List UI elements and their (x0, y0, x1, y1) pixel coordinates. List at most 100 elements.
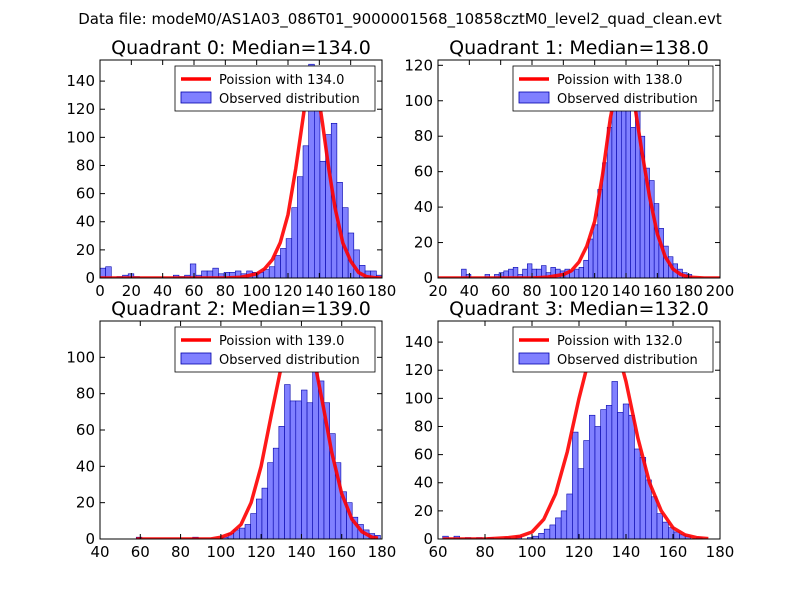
legend-box (174, 65, 376, 112)
x-tick-label: 60 (131, 543, 150, 561)
y-tick-label: 80 (414, 417, 433, 435)
y-tick-label: 40 (414, 198, 433, 216)
legend-bars-label: Observed distribution (219, 353, 360, 368)
y-tick-label: 100 (66, 348, 95, 366)
y-tick-label: 0 (423, 530, 433, 548)
x-tick-label: 160 (327, 543, 356, 561)
x-tick-label: 60 (428, 543, 447, 561)
histogram-bar (274, 255, 281, 278)
histogram-bar (465, 274, 472, 278)
legend-bars-swatch (518, 91, 550, 104)
histogram-bar (611, 109, 617, 278)
quadrant-2-panel: 40 60 80 100 120 140 160 180 0 20 40 60 80 100 Quadran… (66, 298, 396, 561)
x-tick-label: 60 (184, 282, 203, 300)
y-tick-label: 60 (414, 163, 433, 181)
x-tick-label: 80 (216, 282, 235, 300)
histogram-bar (295, 400, 302, 539)
histogram-bar (572, 431, 579, 539)
histogram-bar (256, 498, 263, 539)
x-tick-label: 200 (706, 282, 735, 300)
legend: Poission with 132.0 Observed distribution (512, 326, 714, 373)
x-tick-label: 140 (287, 543, 316, 561)
histogram-bar (617, 412, 624, 539)
y-tick-label: 20 (76, 241, 95, 259)
histogram-bar (302, 145, 309, 278)
histogram-bar (250, 513, 257, 539)
x-tick-label: 180 (368, 543, 397, 561)
y-tick-label: 40 (76, 457, 95, 475)
histogram-bar (538, 533, 545, 539)
y-tick-label: 0 (423, 269, 433, 287)
y-tick-label: 60 (414, 446, 433, 464)
histogram-bar (261, 487, 268, 539)
legend-box (512, 65, 714, 112)
histogram-bar (189, 263, 197, 278)
histogram-bar (289, 400, 297, 539)
legend-box (174, 326, 376, 373)
histogram-bar (306, 402, 314, 539)
histogram-bar (543, 528, 551, 539)
figure-suptitle: Data file: modeM0/AS1A03_086T01_90000015… (78, 10, 722, 29)
x-tick-label: 160 (643, 282, 672, 300)
x-tick-label: 120 (274, 282, 303, 300)
histogram-bar (616, 96, 622, 278)
axes-frame (437, 59, 721, 279)
histogram-bar (461, 268, 467, 278)
y-tick-label: 0 (85, 269, 95, 287)
y-tick-label: 40 (76, 213, 95, 231)
histogram-bar (314, 94, 321, 278)
quadrant-title: Quadrant 0: Median=134.0 (111, 37, 371, 59)
x-tick-label: 40 (90, 543, 109, 561)
x-tick-label: 180 (706, 543, 735, 561)
x-tick-label: 40 (153, 282, 172, 300)
histogram-bar (555, 517, 562, 539)
histogram-bar (484, 274, 490, 278)
legend-curve-label: Poission with 138.0 (557, 73, 682, 88)
y-tick-label: 80 (414, 127, 433, 145)
histogram-bar (541, 265, 547, 278)
y-tick-label: 100 (66, 128, 95, 146)
legend: Poission with 139.0 Observed distribution (174, 326, 376, 373)
x-tick-label: 0 (95, 282, 105, 300)
histogram-bar (662, 521, 669, 539)
histogram-bar (622, 403, 630, 539)
histogram-bar (594, 426, 601, 539)
quadrant-title: Quadrant 2: Median=139.0 (111, 298, 371, 320)
legend-bars-label: Observed distribution (557, 92, 698, 107)
histogram-bar (583, 440, 590, 539)
x-tick-label: 100 (207, 543, 236, 561)
x-tick-label: 80 (171, 543, 190, 561)
histogram-bar (606, 127, 613, 278)
x-tick-label: 100 (518, 543, 547, 561)
x-tick-label: 20 (428, 282, 447, 300)
histogram-bar (583, 259, 589, 278)
y-tick-label: 120 (404, 56, 433, 74)
x-tick-label: 60 (491, 282, 510, 300)
histogram-bar (278, 426, 285, 539)
histogram-bar (272, 447, 280, 539)
histogram-bar (611, 381, 618, 539)
y-tick-label: 20 (414, 502, 433, 520)
x-tick-label: 20 (122, 282, 141, 300)
quadrant-0-panel: 0 20 40 60 80 100 120 140 160 1800204060801001201… (66, 37, 396, 300)
histogram-bar (284, 384, 291, 539)
quadrant-3-panel: 60 80 100 120 140 160 180 0 20 40 60 80 100 120 140 Qua… (404, 298, 734, 561)
histogram-bar (588, 238, 594, 278)
x-tick-label: 160 (336, 282, 365, 300)
histogram-bar (370, 270, 377, 278)
y-tick-label: 60 (76, 421, 95, 439)
histogram-bar (566, 493, 573, 539)
histogram-bar (285, 238, 293, 278)
legend-bars-swatch (518, 352, 550, 365)
x-tick-label: 180 (368, 282, 397, 300)
legend-bars-swatch (180, 352, 212, 365)
x-tick-label: 120 (565, 543, 594, 561)
histogram-bar (605, 405, 613, 539)
legend-curve-label: Poission with 134.0 (219, 73, 344, 88)
histogram-bar (634, 448, 641, 539)
histogram-bar (560, 510, 568, 539)
histogram-bar (630, 127, 636, 278)
histogram-bar (656, 513, 663, 539)
x-tick-label: 120 (247, 543, 276, 561)
x-tick-label: 120 (580, 282, 609, 300)
